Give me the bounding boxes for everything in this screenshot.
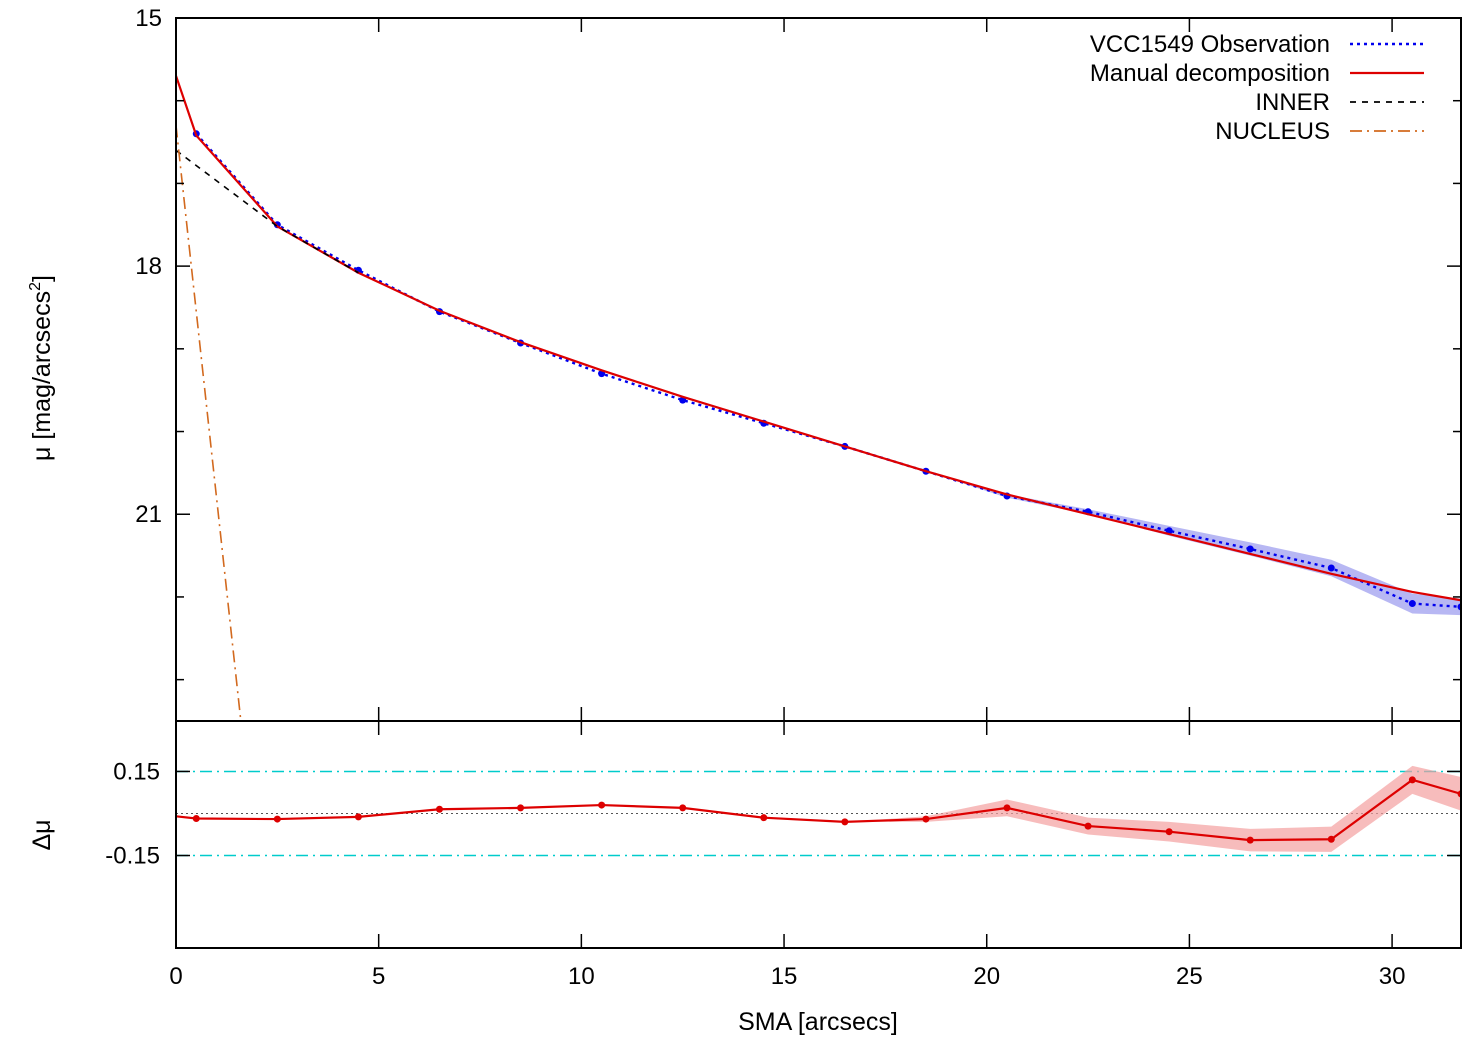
y-tick-label: 18 [135, 253, 162, 280]
residual-series-0-point [517, 804, 525, 812]
x-tick-label: 15 [771, 963, 798, 990]
y-tick-label: 0.15 [113, 758, 160, 785]
residual-panel-frame [175, 720, 1462, 949]
x-tick-label: 5 [372, 963, 385, 990]
profile-series-vcc1549-observation-point [1246, 545, 1254, 553]
profile-series-nucleus-line [176, 125, 242, 721]
residual-series-0-point [922, 815, 930, 823]
profile-series-vcc1549-observation-line [195, 132, 1461, 609]
residual-series-0-line [176, 778, 1461, 842]
residual-series-0-point [1246, 836, 1254, 844]
residual-y-axis-label: Δμ [28, 819, 56, 850]
x-tick-label: 30 [1379, 963, 1406, 990]
legend-label: VCC1549 Observation [1090, 31, 1330, 58]
residual-series-0-point [1327, 835, 1335, 843]
legend-label: Manual decomposition [1090, 60, 1330, 87]
residual-series-0-point [598, 801, 606, 809]
residual-series-0-point [679, 804, 687, 812]
residual-series-0-point [192, 815, 200, 823]
residual-series-0-point [273, 815, 281, 823]
profile-series-vcc1549-observation-point [1408, 600, 1416, 608]
residual-series-0-point [760, 814, 768, 822]
x-tick-label: 25 [1176, 963, 1203, 990]
residual-series-0-point [1165, 828, 1173, 836]
profile-series-vcc1549-observation-point [1327, 564, 1335, 572]
residual-series-0-point [1003, 804, 1011, 812]
residual-panel: 0 5 10 15 20 25 30 0.15 -0.15 [105, 720, 1462, 990]
x-axis-label: SMA [arcsecs] [738, 1008, 898, 1036]
legend-label: NUCLEUS [1215, 118, 1330, 145]
residual-series-0-point [435, 805, 443, 813]
legend-label: INNER [1255, 89, 1330, 116]
residual-series-0-point [1408, 776, 1416, 784]
x-tick-label: 10 [568, 963, 595, 990]
profile-y-axis-label: μ [mag/arcsecs2] [27, 275, 56, 461]
residual-series-0-point [354, 813, 362, 821]
y-tick-label: 15 [135, 5, 162, 32]
y-tick-label: 21 [135, 501, 162, 528]
profile-series-manual-decomposition-line [176, 75, 1461, 602]
x-tick-label: 20 [973, 963, 1000, 990]
x-tick-label: 0 [169, 963, 182, 990]
profile-series-vcc1549-observation-error-band [196, 133, 1461, 616]
residual-series-0-point [1084, 822, 1092, 830]
residual-series-0-point [841, 818, 849, 826]
y-tick-label: -0.15 [105, 843, 160, 870]
